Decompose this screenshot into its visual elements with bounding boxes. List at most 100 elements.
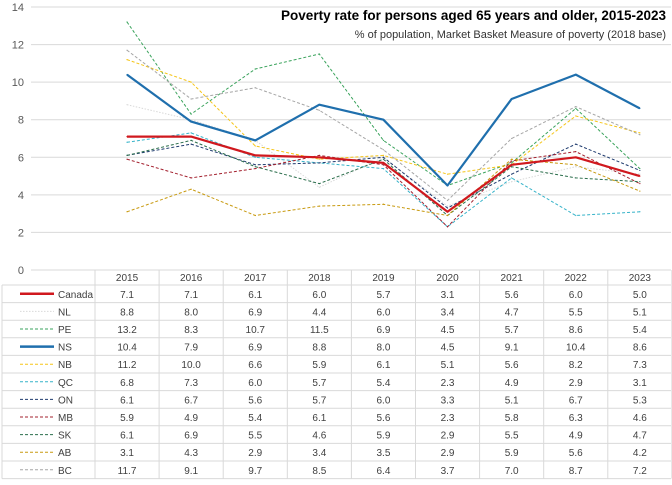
data-point-pe (318, 53, 320, 55)
data-cell: 3.4 (441, 307, 455, 318)
data-cell: 4.6 (633, 413, 647, 424)
y-tick-label: 2 (18, 227, 24, 239)
series-line-bc (126, 49, 641, 201)
data-cell: 6.1 (248, 290, 262, 301)
data-point-nb (575, 115, 577, 117)
data-point-ab (190, 188, 192, 190)
legend-label: NL (58, 307, 71, 318)
data-cell: 8.8 (312, 343, 326, 354)
x-tick-label: 2019 (372, 273, 395, 284)
data-cell: 13.2 (117, 325, 137, 336)
data-point-sk (254, 166, 256, 168)
data-cell: 4.5 (441, 325, 455, 336)
data-cell: 5.9 (376, 431, 390, 442)
data-point-pe (126, 21, 128, 23)
data-cell: 5.5 (505, 431, 519, 442)
data-cell: 6.1 (376, 360, 390, 371)
data-cell: 8.2 (569, 360, 583, 371)
data-point-ab (318, 205, 320, 207)
data-point-pe (254, 68, 256, 70)
data-cell: 4.9 (184, 413, 198, 424)
data-point-mb (575, 151, 577, 153)
data-point-bc (318, 109, 320, 111)
data-point-qc (126, 141, 128, 143)
data-point-ab (382, 203, 385, 205)
data-cell: 6.0 (248, 378, 262, 389)
y-tick-label: 8 (18, 115, 24, 127)
x-tick-label: 2017 (244, 273, 267, 284)
data-point-bc (639, 134, 641, 136)
data-point-mb (254, 167, 256, 170)
y-tick-label: 4 (18, 190, 24, 202)
data-cell: 6.7 (569, 395, 583, 406)
data-cell: 2.9 (569, 378, 583, 389)
legend-label: NS (58, 343, 72, 354)
x-tick-label: 2021 (501, 273, 524, 284)
data-point-ab (575, 164, 577, 166)
data-cell: 11.5 (310, 325, 329, 336)
data-cell: 6.7 (184, 395, 198, 406)
data-point-ns (511, 98, 513, 100)
data-point-on (639, 169, 641, 172)
data-point-pe (382, 139, 385, 141)
data-cell: 4.7 (633, 431, 647, 442)
data-cell: 7.3 (184, 378, 198, 389)
data-point-qc (511, 177, 513, 179)
chart-title: Poverty rate for persons aged 65 years a… (281, 8, 666, 23)
legend-label: BC (58, 466, 72, 477)
y-tick-label: 10 (12, 77, 24, 89)
data-point-canada (126, 136, 128, 138)
x-tick-label: 2020 (436, 273, 459, 284)
legend-label: PE (58, 325, 72, 336)
data-cell: 9.1 (505, 343, 519, 354)
data-cell: 5.6 (569, 448, 583, 459)
data-cell: 3.3 (441, 395, 455, 406)
data-point-bc (190, 98, 192, 100)
data-cell: 5.9 (312, 360, 326, 371)
data-cell: 6.1 (120, 431, 134, 442)
data-cell: 10.4 (117, 343, 137, 354)
data-point-qc (254, 156, 256, 158)
data-point-bc (511, 137, 513, 140)
data-cell: 3.1 (120, 448, 134, 459)
x-tick-label: 2016 (180, 273, 203, 284)
data-point-nl (190, 119, 192, 121)
data-point-nb (318, 158, 320, 160)
data-point-mb (126, 158, 128, 160)
data-cell: 5.7 (312, 395, 326, 406)
data-cell: 6.9 (184, 431, 198, 442)
data-cell: 8.0 (376, 343, 390, 354)
data-cell: 10.4 (566, 343, 586, 354)
data-point-mb (446, 226, 449, 228)
data-cell: 7.3 (633, 360, 647, 371)
data-point-nl (126, 104, 128, 106)
data-point-ns (382, 119, 385, 121)
legend-label: AB (58, 448, 72, 459)
data-point-bc (254, 87, 256, 89)
data-point-ns (318, 104, 320, 106)
data-point-ab (254, 214, 256, 217)
data-cell: 6.1 (312, 413, 326, 424)
data-cell: 6.0 (569, 290, 583, 301)
data-point-ns (575, 74, 577, 76)
data-cell: 8.7 (569, 466, 583, 477)
data-point-pe (190, 113, 192, 115)
data-cell: 6.0 (376, 307, 390, 318)
x-tick-label: 2015 (116, 273, 139, 284)
data-point-qc (575, 214, 577, 217)
data-point-canada (254, 154, 256, 157)
data-point-ns (126, 74, 128, 76)
series-line-qc (126, 132, 640, 228)
legend-label: QC (58, 378, 73, 389)
legend-label: NB (58, 360, 72, 371)
legend-label: SK (58, 431, 72, 442)
legend-label: Canada (58, 290, 93, 301)
data-cell: 4.3 (184, 448, 198, 459)
data-point-on (511, 173, 513, 175)
data-cell: 5.5 (248, 431, 262, 442)
data-point-nl (511, 181, 513, 183)
data-cell: 5.1 (441, 360, 455, 371)
data-cell: 4.2 (633, 448, 647, 459)
data-cell: 5.9 (120, 413, 134, 424)
data-cell: 7.2 (633, 466, 647, 477)
